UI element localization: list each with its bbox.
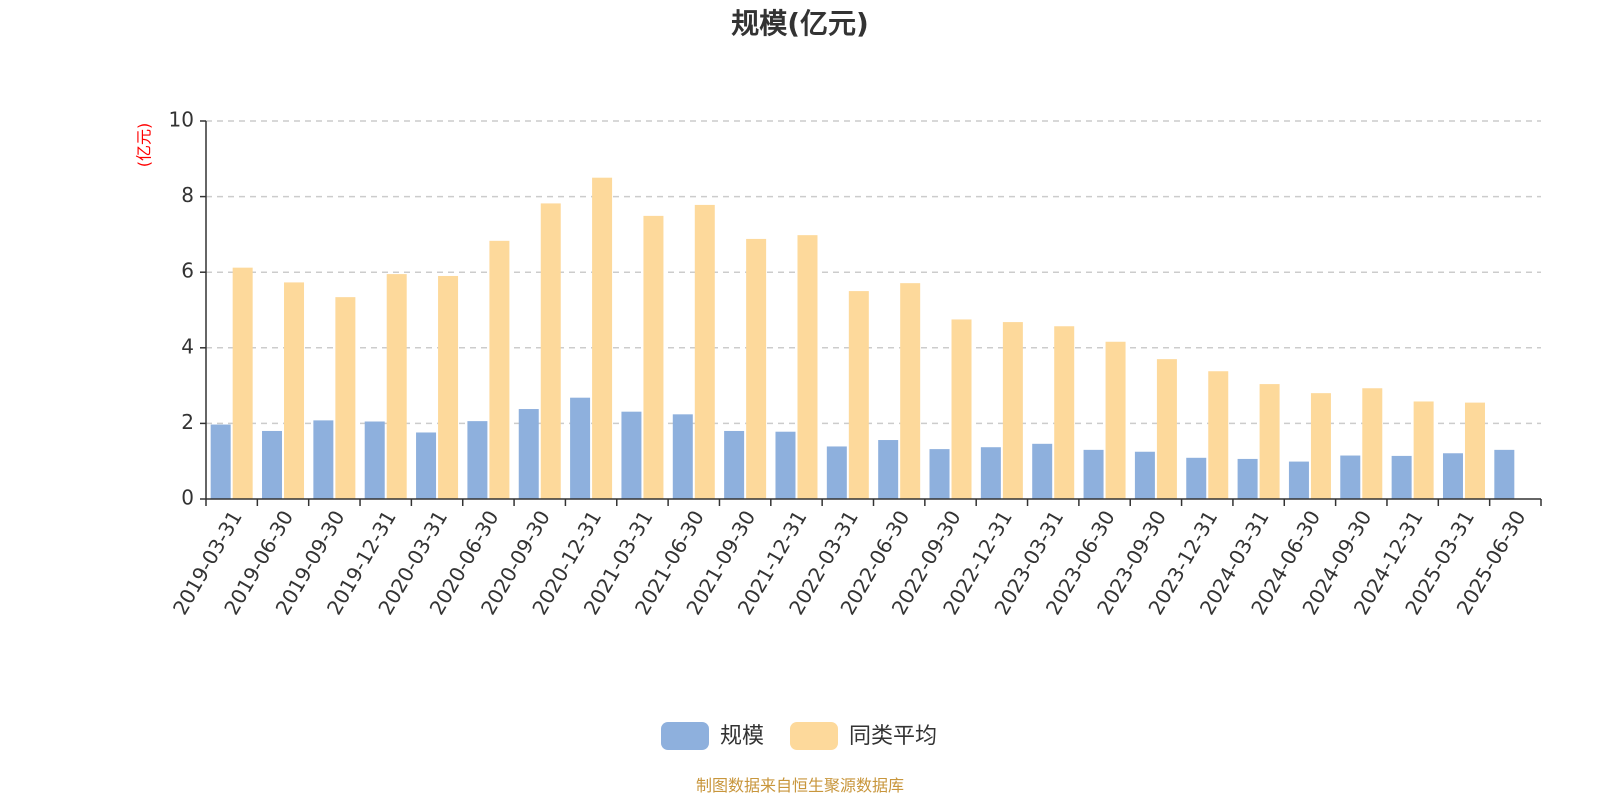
bar-scale[interactable] bbox=[878, 440, 899, 499]
bar-peer-average[interactable] bbox=[284, 282, 305, 499]
y-tick-label: 2 bbox=[181, 410, 194, 434]
bar-peer-average[interactable] bbox=[1208, 371, 1229, 499]
bar-peer-average[interactable] bbox=[1002, 322, 1023, 499]
chart-title: 规模(亿元) bbox=[731, 7, 869, 40]
bar-peer-average[interactable] bbox=[1362, 388, 1383, 499]
legend-swatch[interactable] bbox=[661, 722, 709, 750]
bar-peer-average[interactable] bbox=[386, 274, 407, 499]
bar-peer-average[interactable] bbox=[335, 297, 356, 499]
bar-peer-average[interactable] bbox=[1413, 401, 1434, 499]
bar-peer-average[interactable] bbox=[951, 319, 972, 499]
y-tick-label: 6 bbox=[181, 259, 194, 283]
y-tick-label: 8 bbox=[181, 183, 194, 207]
legend: 规模 同类平均 bbox=[661, 722, 937, 750]
bar-peer-average[interactable] bbox=[1156, 359, 1177, 499]
bar-peer-average[interactable] bbox=[1054, 326, 1075, 499]
bar-scale[interactable] bbox=[1391, 455, 1412, 499]
bar-peer-average[interactable] bbox=[438, 275, 459, 499]
y-tick-label: 0 bbox=[181, 486, 194, 510]
y-tick-label: 4 bbox=[181, 334, 194, 358]
bar-scale[interactable] bbox=[1442, 453, 1463, 499]
bar-scale[interactable] bbox=[518, 409, 539, 499]
bar-peer-average[interactable] bbox=[232, 267, 253, 499]
bar-peer-average[interactable] bbox=[1464, 402, 1485, 499]
bar-scale[interactable] bbox=[980, 447, 1001, 499]
bar-scale[interactable] bbox=[467, 421, 488, 499]
bar-scale[interactable] bbox=[210, 424, 231, 499]
bar-peer-average[interactable] bbox=[746, 238, 767, 499]
y-tick-label: 10 bbox=[169, 108, 194, 132]
bar-scale[interactable] bbox=[1083, 449, 1104, 499]
bar-peer-average[interactable] bbox=[489, 240, 510, 500]
bar-scale[interactable] bbox=[1340, 455, 1361, 499]
bar-scale[interactable] bbox=[1186, 457, 1207, 499]
y-axis-unit-label: (亿元) bbox=[135, 123, 154, 168]
bar-scale[interactable] bbox=[570, 397, 591, 499]
x-axis-ticks: 2019-03-312019-06-302019-09-302019-12-31… bbox=[168, 499, 1542, 619]
bar-peer-average[interactable] bbox=[1310, 393, 1331, 499]
bar-scale[interactable] bbox=[364, 421, 385, 499]
bar-scale[interactable] bbox=[262, 430, 283, 499]
data-source-note: 制图数据来自恒生聚源数据库 bbox=[696, 776, 904, 795]
bar-peer-average[interactable] bbox=[797, 235, 818, 499]
bar-peer-average[interactable] bbox=[1259, 384, 1280, 499]
legend-swatch[interactable] bbox=[790, 722, 838, 750]
bars bbox=[210, 177, 1515, 500]
bar-scale[interactable] bbox=[1134, 451, 1155, 499]
bar-scale[interactable] bbox=[1288, 461, 1309, 499]
bar-peer-average[interactable] bbox=[900, 283, 921, 499]
bar-scale[interactable] bbox=[1494, 449, 1515, 499]
y-axis-ticks: 0 2 4 6 8 10 bbox=[169, 108, 206, 510]
bar-peer-average[interactable] bbox=[592, 177, 613, 499]
bar-peer-average[interactable] bbox=[848, 291, 869, 499]
bar-scale[interactable] bbox=[826, 446, 847, 499]
legend-label[interactable]: 规模 bbox=[720, 724, 764, 749]
legend-label[interactable]: 同类平均 bbox=[849, 724, 937, 749]
bar-peer-average[interactable] bbox=[694, 204, 715, 499]
bar-scale[interactable] bbox=[775, 431, 796, 499]
bar-scale[interactable] bbox=[672, 414, 693, 499]
bar-scale[interactable] bbox=[1237, 458, 1258, 499]
bar-scale[interactable] bbox=[724, 430, 745, 499]
bar-scale[interactable] bbox=[313, 420, 334, 499]
bar-peer-average[interactable] bbox=[643, 215, 664, 500]
bar-scale[interactable] bbox=[1032, 443, 1053, 499]
bar-scale[interactable] bbox=[416, 432, 437, 499]
bar-scale[interactable] bbox=[621, 411, 642, 499]
bar-scale[interactable] bbox=[929, 449, 950, 499]
bar-peer-average[interactable] bbox=[1105, 341, 1126, 499]
bar-peer-average[interactable] bbox=[540, 203, 561, 500]
